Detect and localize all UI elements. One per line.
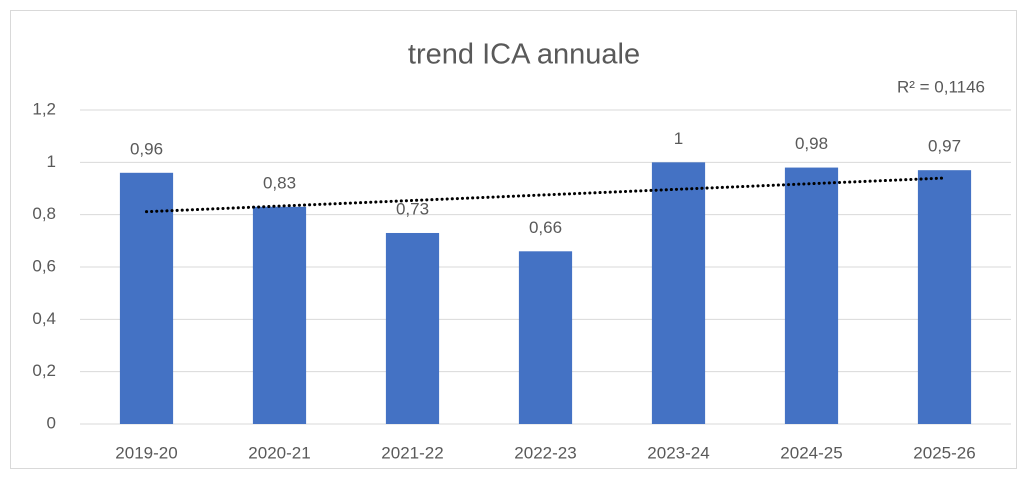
data-label: 0,66	[529, 218, 562, 237]
data-label: 1	[674, 129, 683, 148]
y-tick-label: 0,8	[32, 204, 56, 223]
data-label: 0,73	[396, 199, 429, 218]
data-label: 0,97	[928, 137, 961, 156]
x-tick-label: 2025-26	[913, 443, 975, 462]
y-tick-label: 0,6	[32, 256, 56, 275]
x-tick-label: 2024-25	[780, 443, 842, 462]
bar	[784, 167, 839, 425]
bar	[252, 206, 307, 424]
trendline	[145, 176, 946, 214]
data-label: 0,83	[263, 173, 296, 192]
y-tick-label: 1,2	[32, 99, 56, 118]
bar	[119, 172, 174, 424]
x-tick-label: 2021-22	[381, 443, 443, 462]
y-tick-label: 0,4	[32, 309, 56, 328]
x-tick-label: 2019-20	[115, 443, 177, 462]
chart-title: trend ICA annuale	[408, 39, 640, 71]
x-tick-label: 2020-21	[248, 443, 310, 462]
data-label: 0,98	[795, 134, 828, 153]
bar	[917, 170, 972, 424]
x-tick-label: 2022-23	[514, 443, 576, 462]
data-label: 0,96	[130, 139, 163, 158]
y-tick-label: 1	[47, 152, 56, 171]
chart-border	[10, 10, 1017, 469]
bar	[651, 162, 706, 425]
bar	[385, 232, 440, 424]
y-tick-label: 0	[47, 413, 56, 432]
y-tick-label: 0,2	[32, 361, 56, 380]
bar	[518, 251, 573, 424]
x-tick-label: 2023-24	[647, 443, 709, 462]
trendline-label: R² = 0,1146	[897, 77, 985, 96]
